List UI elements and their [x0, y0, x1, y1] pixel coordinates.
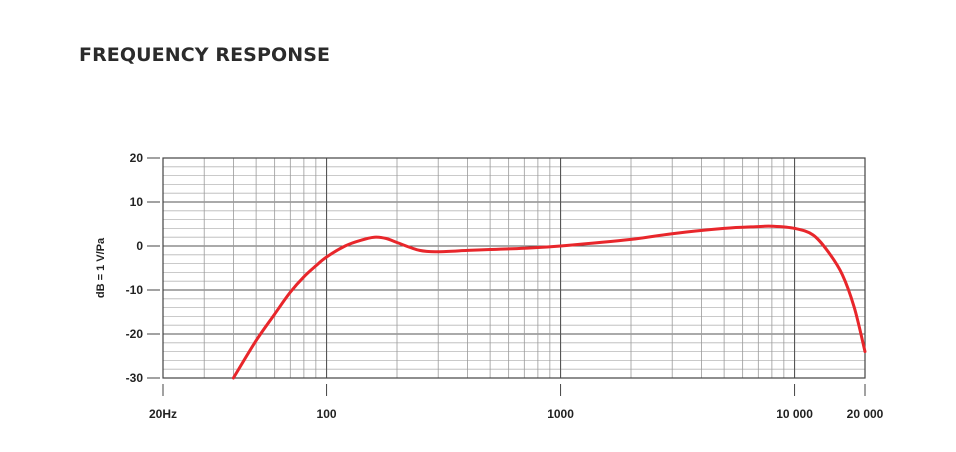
- x-axis: 20Hz 100 1000 10 000 20 000: [149, 384, 884, 421]
- y-tick-label: -30: [126, 371, 144, 385]
- frequency-response-line: [231, 224, 867, 380]
- y-tick-label: 10: [130, 195, 144, 209]
- section-heading: FREQUENCY RESPONSE: [79, 44, 331, 66]
- grid: [163, 157, 865, 379]
- x-tick-label: 10 000: [776, 407, 813, 421]
- y-axis: 20 10 0 -10 -20 -30: [126, 151, 160, 385]
- x-tick-label: 20Hz: [149, 407, 177, 421]
- x-tick-label: 20 000: [847, 407, 884, 421]
- y-tick-label: -10: [126, 283, 144, 297]
- x-tick-label: 1000: [547, 407, 574, 421]
- y-axis-label: dB = 1 V/Pa: [95, 237, 107, 298]
- y-tick-label: 0: [136, 239, 143, 253]
- y-tick-label: -20: [126, 327, 144, 341]
- y-tick-label: 20: [130, 151, 144, 165]
- plot-frame: [162, 157, 866, 379]
- x-tick-label: 100: [317, 407, 337, 421]
